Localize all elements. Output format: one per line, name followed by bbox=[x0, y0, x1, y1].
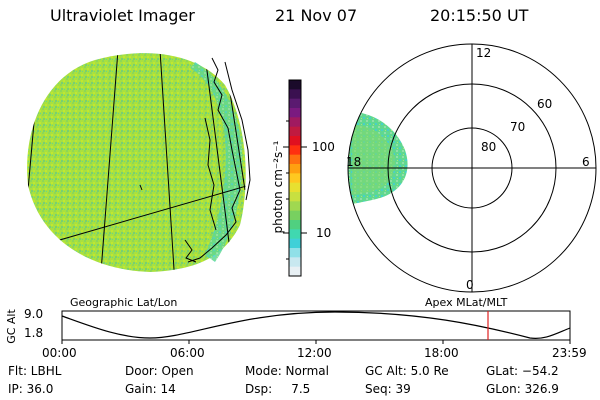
date-label: 21 Nov 07 bbox=[275, 6, 358, 25]
polar-mlt-0: 0 bbox=[466, 278, 474, 292]
apex-caption: Apex MLat/MLT bbox=[425, 296, 508, 309]
colorbar-segment bbox=[289, 257, 301, 268]
polar-plot bbox=[347, 43, 597, 293]
colorbar-segment bbox=[289, 154, 301, 165]
colorbar-segment bbox=[289, 192, 301, 202]
colorbar-outline bbox=[288, 79, 302, 277]
gc-alt-xtick-1200: 12:00 bbox=[297, 346, 332, 360]
colorbar-unit-label: photon cm⁻²s⁻¹ bbox=[271, 140, 285, 234]
polar-mlt-6: 6 bbox=[582, 155, 590, 169]
colorbar-segment bbox=[289, 164, 301, 174]
polar-lat-60: 60 bbox=[537, 97, 553, 111]
colorbar-segment bbox=[289, 89, 301, 100]
gc-alt-xtick-1800: 18:00 bbox=[424, 346, 459, 360]
colorbar-segment bbox=[289, 238, 301, 249]
status-ip: IP: 36.0 bbox=[8, 382, 54, 396]
polar-mlt-12: 12 bbox=[476, 46, 492, 60]
status-glat: GLat: −54.2 bbox=[486, 364, 559, 378]
colorbar-segment bbox=[289, 266, 301, 277]
status-seq: Seq: 39 bbox=[365, 382, 411, 396]
gc-alt-xtick-0000: 00:00 bbox=[42, 346, 77, 360]
geographic-caption: Geographic Lat/Lon bbox=[70, 296, 178, 309]
colorbar-segment bbox=[289, 248, 301, 258]
polar-mlt-18: 18 bbox=[346, 155, 362, 169]
colorbar-segment bbox=[289, 145, 301, 156]
colorbar-segment bbox=[289, 220, 301, 230]
time-label: 20:15:50 UT bbox=[430, 6, 529, 25]
colorbar-segment bbox=[289, 80, 301, 90]
colorbar-segment bbox=[289, 98, 301, 109]
gc-alt-ytick-high: 9.0 bbox=[24, 307, 44, 321]
status-glon: GLon: 326.9 bbox=[486, 382, 559, 396]
colorbar-segment bbox=[289, 136, 301, 146]
status-dsp: Dsp: 7.5 bbox=[245, 382, 311, 396]
colorbar-segment bbox=[289, 117, 301, 128]
geographic-image bbox=[27, 53, 251, 272]
gc-alt-xtick-0600: 06:00 bbox=[170, 346, 205, 360]
colorbar-segment bbox=[289, 108, 301, 118]
colorbar-segment bbox=[289, 210, 301, 221]
polar-lat-70: 70 bbox=[510, 120, 526, 134]
gc-alt-ylabel: GC Alt bbox=[4, 309, 18, 344]
polar-lat-80: 80 bbox=[481, 140, 497, 154]
status-gain: Gain: 14 bbox=[125, 382, 176, 396]
gc-alt-xtick-2359: 23:59 bbox=[552, 346, 587, 360]
status-flt: Flt: LBHL bbox=[8, 364, 62, 378]
gc-alt-ytick-low: 1.8 bbox=[24, 326, 44, 340]
status-gc-alt: GC Alt: 5.0 Re bbox=[365, 364, 449, 378]
colorbar-segment bbox=[289, 173, 301, 184]
colorbar-segment bbox=[289, 229, 301, 240]
colorbar-segment bbox=[289, 201, 301, 212]
colorbar-ticks bbox=[283, 120, 307, 260]
status-mode: Mode: Normal bbox=[245, 364, 329, 378]
instrument-title: Ultraviolet Imager bbox=[50, 6, 195, 25]
gc-alt-plot bbox=[61, 310, 571, 344]
colorbar-tick-10: 10 bbox=[316, 226, 332, 240]
colorbar-segment bbox=[289, 182, 301, 193]
coastline-outline bbox=[139, 57, 251, 263]
status-door: Door: Open bbox=[125, 364, 194, 378]
colorbar-tick-100: 100 bbox=[312, 140, 335, 154]
colorbar bbox=[288, 79, 302, 277]
colorbar-segment bbox=[289, 126, 301, 137]
